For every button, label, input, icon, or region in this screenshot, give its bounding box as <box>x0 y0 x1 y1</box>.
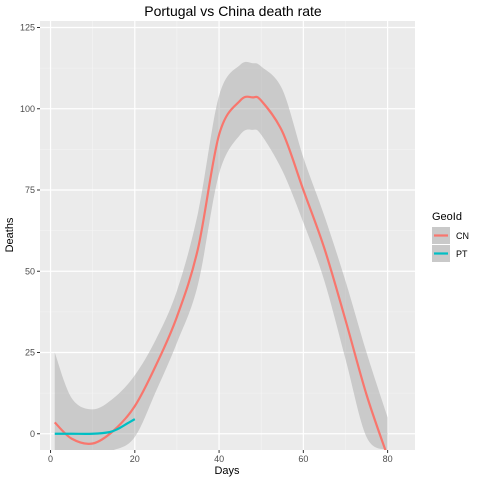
legend-item-cn: CN <box>432 227 469 244</box>
y-tick-label: 125 <box>20 23 35 33</box>
x-tick-label: 80 <box>383 454 393 464</box>
x-tick-label: 0 <box>48 454 53 464</box>
confidence-band-layer <box>54 61 388 450</box>
chart-title: Portugal vs China death rate <box>144 3 322 19</box>
x-tick-label: 20 <box>130 454 140 464</box>
legend-keys: CN PT <box>432 227 469 262</box>
series-layer <box>53 95 387 450</box>
legend-item-pt: PT <box>432 245 468 262</box>
x-tick-label: 60 <box>298 454 308 464</box>
legend-title: GeoId <box>432 211 462 223</box>
grid-layer <box>40 21 415 450</box>
y-axis-label: Deaths <box>4 217 16 252</box>
tick-label-layer: 0 20 40 60 80 0 25 50 75 100 125 <box>20 23 393 465</box>
legend-label: CN <box>456 231 469 241</box>
plot-panel <box>40 21 415 450</box>
x-axis-label: Days <box>214 465 240 477</box>
legend: GeoId CN PT <box>432 211 469 262</box>
y-tick-label: 25 <box>25 348 35 358</box>
y-tick-label: 100 <box>20 104 35 114</box>
y-tick-label: 50 <box>25 266 35 276</box>
confidence-band-cn <box>54 61 388 450</box>
series-line-pt <box>54 418 136 435</box>
x-tick-label: 40 <box>214 454 224 464</box>
legend-label: PT <box>456 249 468 259</box>
y-tick-label: 75 <box>25 185 35 195</box>
y-tick-label: 0 <box>30 429 35 439</box>
